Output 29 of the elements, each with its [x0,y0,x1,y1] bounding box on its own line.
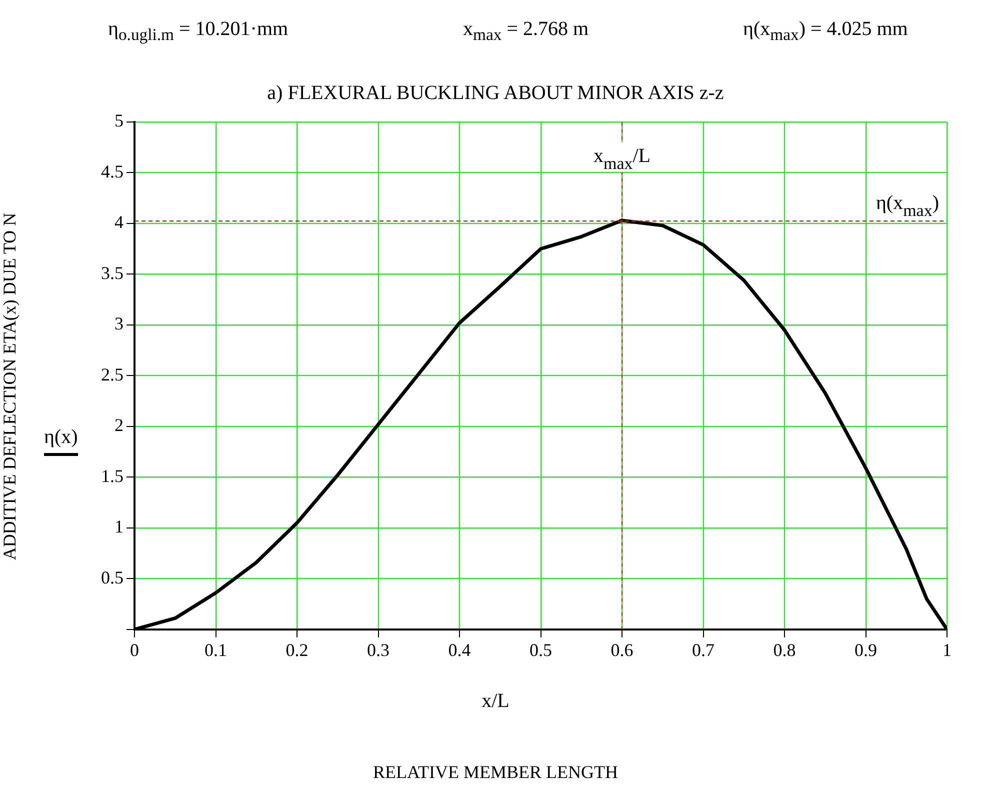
x-tick-label: 0.9 [854,640,877,660]
y-tick-label: 0.5 [101,567,124,588]
text: RELATIVE MEMBER LENGTH [372,762,619,783]
y-tick-label: 3.5 [101,262,124,283]
y-tick-label: 2 [114,415,124,436]
x-tick-label: 1 [942,640,952,660]
text: x$_{max}$ = 2.768 m [463,18,589,45]
x-tick-label: 0.4 [448,640,471,660]
x-axis-title: x/L [482,690,510,713]
y-tick-label: 5 [114,110,124,131]
text: η(x) [44,426,78,456]
y-tick-label: 1 [114,516,124,537]
y-tick-label: 4 [114,212,124,232]
chart-title: a) FLEXURAL BUCKLING ABOUT MINOR AXIS z-z [266,82,725,105]
y-tick-label: 4.5 [101,161,124,182]
y-tick-label: 3 [114,314,124,334]
x-tick-label: 0.1 [204,640,227,660]
x-tick-label: 0.2 [286,640,308,660]
x-tick-label: 0 [130,640,139,660]
x-tick-label: 0.7 [692,640,714,660]
y-tick-label: 1.5 [101,466,124,486]
text: η(x$_{max}$) = 4.025 mm [743,18,908,45]
x-tick-label: 0.5 [530,640,552,660]
x-tick-label: 0.8 [773,640,796,660]
y-tick-label: 2.5 [101,364,124,384]
text: η$_{o.ugli.m}$ = 10.201·mm [108,18,288,45]
x-tick-label: 0.6 [610,640,634,660]
x-tick-label: 0.3 [367,640,390,660]
y-axis-title: ADDITIVE DEFLECTION ETA(x) DUE TO N [0,212,20,562]
